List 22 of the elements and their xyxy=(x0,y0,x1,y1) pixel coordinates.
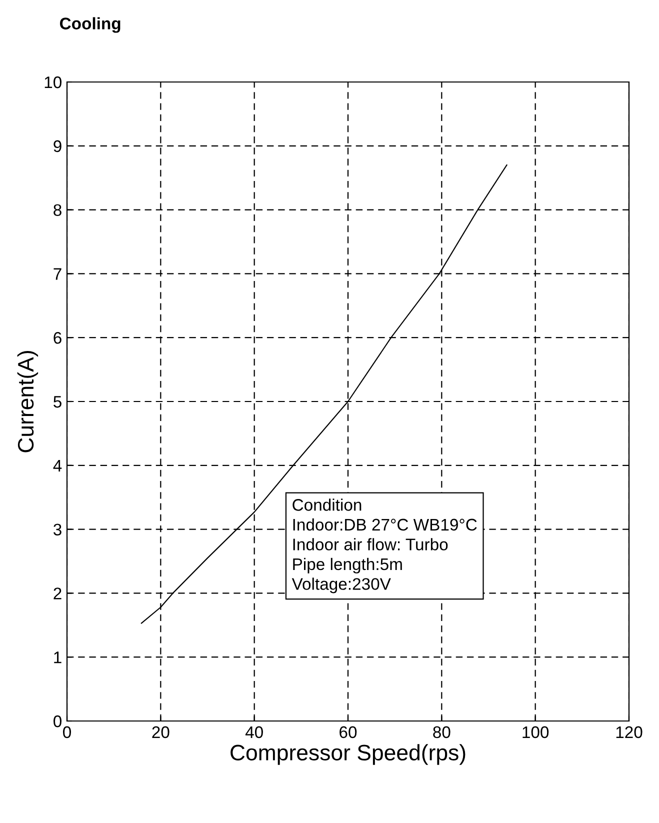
x-axis-title: Compressor Speed(rps) xyxy=(230,744,466,765)
y-tick-label: 7 xyxy=(54,268,62,280)
y-tick-label: 6 xyxy=(54,332,62,344)
x-tick-label: 80 xyxy=(433,726,450,738)
x-tick-label: 120 xyxy=(616,726,642,738)
y-tick-label: 2 xyxy=(54,588,62,600)
y-tick-label: 4 xyxy=(53,460,62,472)
chart-title: Cooling xyxy=(60,17,120,33)
annotation: Condition Indoor:DB 27°C WB19°C Indoor air flow: Turbo Pipe length:5m Voltage:230V xyxy=(292,498,477,594)
y-tick-label: 5 xyxy=(54,396,62,408)
y-tick-label: 0 xyxy=(54,715,62,728)
x-tick-label: 20 xyxy=(152,726,170,738)
y-tick-label: 3 xyxy=(54,524,62,536)
x-tick-label: 40 xyxy=(245,726,263,738)
y-axis-title: Current(A) xyxy=(17,351,38,452)
y-tick-label: 8 xyxy=(54,204,62,216)
x-tick-label: 0 xyxy=(63,726,71,738)
x-tick-label: 60 xyxy=(340,726,357,738)
x-tick-label: 100 xyxy=(522,726,549,738)
y-tick-label: 1 xyxy=(54,652,62,664)
y-tick-label: 9 xyxy=(54,140,62,152)
y-tick-label: 10 xyxy=(44,76,62,88)
